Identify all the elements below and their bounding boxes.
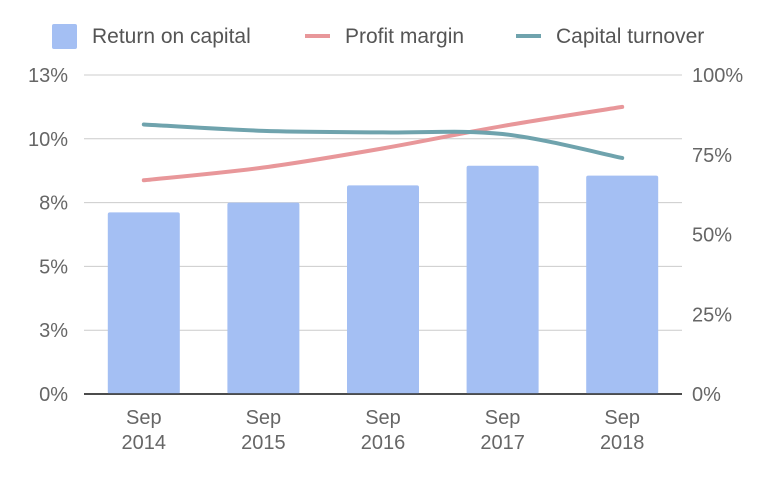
right-tick-label: 0% [692, 384, 721, 406]
x-tick-label: 2014 [122, 432, 167, 454]
bar [227, 202, 300, 394]
right-tick-label: 75% [692, 145, 732, 167]
bar [107, 212, 180, 394]
left-tick-label: 0% [39, 384, 68, 406]
x-tick-label: Sep [365, 407, 401, 429]
legend-label: Profit margin [345, 25, 464, 48]
x-tick-label: 2017 [480, 432, 525, 454]
left-tick-label: 8% [39, 193, 68, 215]
x-tick-label: 2015 [241, 432, 286, 454]
x-axis: Sep 2014 Sep 2015 Sep 2016 Sep 2017 Sep 2018 [122, 407, 645, 454]
series-line-capital-turnover [141, 122, 625, 160]
right-tick-label: 25% [692, 304, 732, 326]
legend-item: Capital turnover [516, 25, 704, 48]
legend-label: Return on capital [92, 25, 251, 48]
left-tick-label: 10% [28, 129, 68, 151]
legend-label: Capital turnover [556, 25, 704, 48]
legend-item: Profit margin [305, 25, 464, 48]
line-series [141, 104, 625, 183]
right-tick-label: 100% [692, 65, 743, 87]
bar [347, 185, 419, 394]
x-tick-label: Sep [604, 407, 640, 429]
x-tick-label: 2018 [600, 432, 645, 454]
x-tick-label: Sep [126, 407, 162, 429]
x-tick-label: Sep [246, 407, 282, 429]
bar [466, 165, 539, 394]
x-tick-label: Sep [485, 407, 521, 429]
legend-item: Return on capital [52, 24, 251, 49]
series-line-profit-margin [141, 104, 625, 183]
right-axis: 0% 25% 50% 75% 100% [692, 65, 743, 406]
x-tick-label: 2016 [361, 432, 406, 454]
right-tick-label: 50% [692, 225, 732, 247]
left-tick-label: 5% [39, 256, 68, 278]
left-axis: 0% 3% 5% 8% 10% 13% [28, 65, 68, 406]
left-tick-label: 13% [28, 65, 68, 87]
left-tick-label: 3% [39, 320, 68, 342]
bar [586, 175, 659, 394]
legend-swatch [52, 24, 77, 49]
bar-series [84, 165, 682, 395]
legend: Return on capital Profit margin Capital tu… [52, 24, 704, 49]
